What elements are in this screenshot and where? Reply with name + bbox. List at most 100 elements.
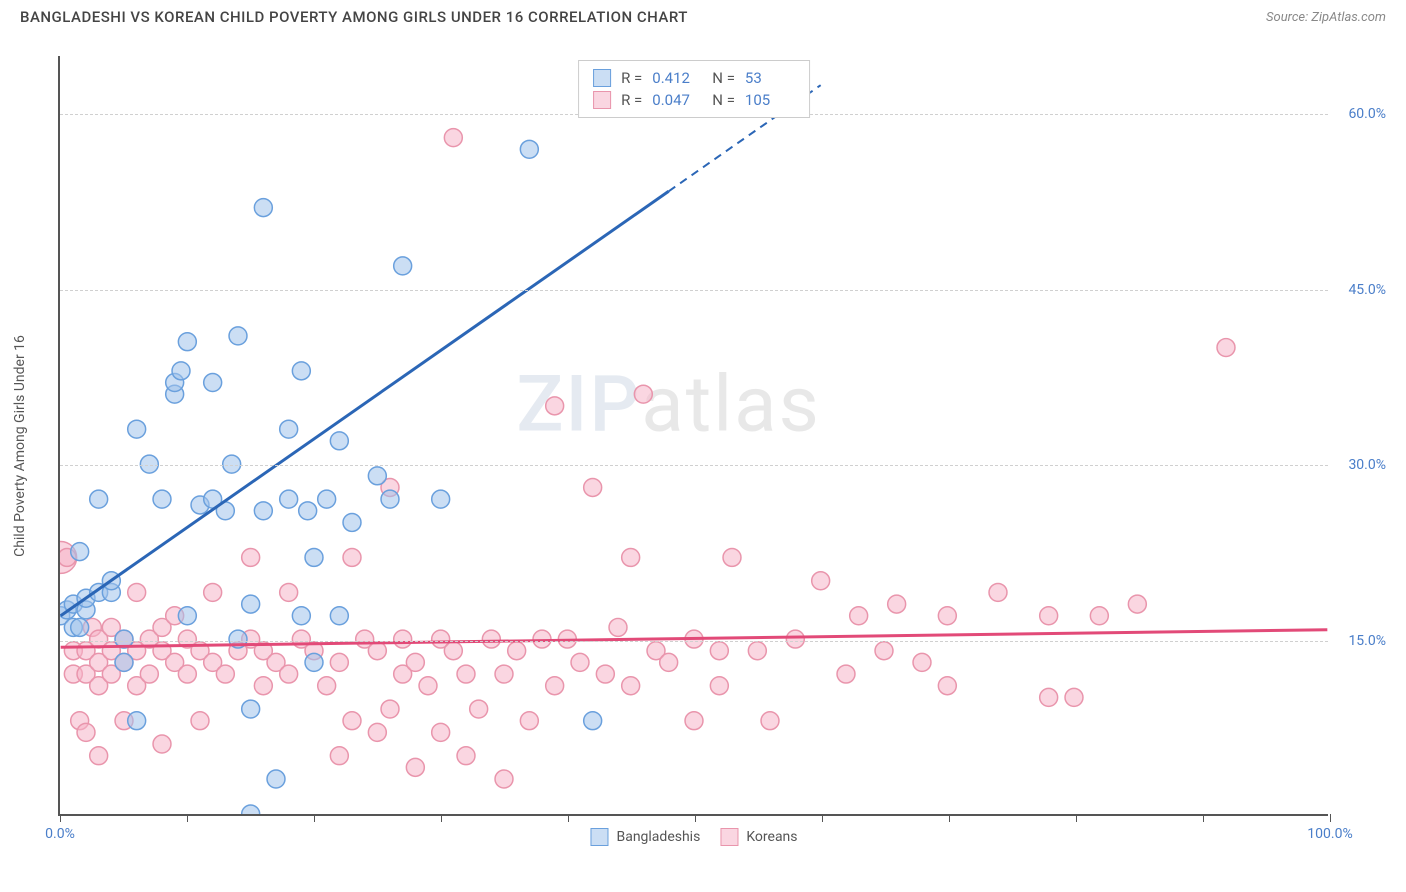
chart-container: Child Poverty Among Girls Under 16 R = 0… <box>50 38 1390 838</box>
scatter-point <box>318 490 336 508</box>
scatter-point <box>520 140 538 158</box>
scatter-point <box>508 642 526 660</box>
scatter-point <box>229 630 247 648</box>
scatter-point <box>140 665 158 683</box>
scatter-point <box>1040 688 1058 706</box>
scatter-point <box>634 385 652 403</box>
scatter-point <box>229 327 247 345</box>
scatter-point <box>292 630 310 648</box>
scatter-point <box>102 583 120 601</box>
scatter-point <box>90 747 108 765</box>
scatter-point <box>292 362 310 380</box>
scatter-point <box>153 618 171 636</box>
scatter-point <box>115 630 133 648</box>
scatter-point <box>267 770 285 788</box>
scatter-point <box>748 642 766 660</box>
scatter-point <box>343 513 361 531</box>
scatter-point <box>571 653 589 671</box>
scatter-point <box>77 723 95 741</box>
scatter-point <box>90 653 108 671</box>
y-axis-label: Child Poverty Among Girls Under 16 <box>12 335 28 557</box>
scatter-point <box>432 630 450 648</box>
scatter-point <box>64 618 82 636</box>
scatter-point <box>368 642 386 660</box>
scatter-point <box>71 712 89 730</box>
scatter-point <box>343 712 361 730</box>
watermark-zip: ZIP <box>516 359 641 450</box>
scatter-point <box>128 642 146 660</box>
y-tick-label: 45.0% <box>1348 282 1386 298</box>
x-tick <box>187 814 188 822</box>
y-tick-label: 15.0% <box>1348 633 1386 649</box>
scatter-point <box>77 589 95 607</box>
scatter-point <box>470 700 488 718</box>
scatter-point <box>60 607 70 625</box>
scatter-point <box>330 653 348 671</box>
scatter-point <box>242 595 260 613</box>
scatter-point <box>457 665 475 683</box>
scatter-point <box>457 747 475 765</box>
scatter-point <box>292 607 310 625</box>
scatter-point <box>305 653 323 671</box>
scatter-point <box>368 467 386 485</box>
legend-item-bangladeshis: Bangladeshis <box>590 828 700 846</box>
legend-swatch-blue <box>590 828 608 846</box>
gridline <box>60 290 1328 291</box>
scatter-point <box>330 432 348 450</box>
x-tick <box>1203 814 1204 822</box>
scatter-point <box>254 677 272 695</box>
scatter-point <box>381 700 399 718</box>
plot-area: R = 0.412 N = 53 R = 0.047 N = 105 ZIPat… <box>58 56 1328 816</box>
x-tick <box>695 814 696 822</box>
scatter-point <box>584 712 602 730</box>
scatter-point <box>115 712 133 730</box>
scatter-point <box>1065 688 1083 706</box>
scatter-svg <box>60 56 1328 814</box>
scatter-point <box>204 653 222 671</box>
scatter-point <box>153 642 171 660</box>
scatter-point <box>242 700 260 718</box>
scatter-point <box>710 677 728 695</box>
legend-label-bangladeshis: Bangladeshis <box>616 829 700 845</box>
scatter-point <box>710 642 728 660</box>
scatter-point <box>83 618 101 636</box>
scatter-point <box>495 665 513 683</box>
watermark-atlas: atlas <box>641 359 821 450</box>
legend-r-value-koreans: 0.047 <box>652 91 702 109</box>
legend-row-bangladeshis: R = 0.412 N = 53 <box>593 67 795 89</box>
scatter-point <box>343 548 361 566</box>
scatter-point <box>444 642 462 660</box>
scatter-point <box>140 630 158 648</box>
scatter-point <box>330 607 348 625</box>
scatter-point <box>406 758 424 776</box>
scatter-point <box>204 374 222 392</box>
legend-n-label: N = <box>712 91 735 109</box>
scatter-point <box>622 548 640 566</box>
scatter-point <box>647 642 665 660</box>
scatter-point <box>64 595 82 613</box>
scatter-point <box>786 630 804 648</box>
x-tick-label: 0.0% <box>45 826 75 842</box>
scatter-point <box>166 607 184 625</box>
scatter-point <box>875 642 893 660</box>
scatter-point <box>432 723 450 741</box>
scatter-point <box>305 548 323 566</box>
scatter-point <box>128 712 146 730</box>
scatter-point <box>64 665 82 683</box>
scatter-point <box>685 712 703 730</box>
legend-label-koreans: Koreans <box>746 829 797 845</box>
scatter-point <box>242 805 260 814</box>
trend-line <box>61 191 669 615</box>
scatter-point <box>761 712 779 730</box>
x-tick <box>568 814 569 822</box>
x-tick <box>441 814 442 822</box>
scatter-point <box>128 420 146 438</box>
legend-r-label: R = <box>621 69 642 87</box>
x-tick-label: 100.0% <box>1307 826 1352 842</box>
legend-n-value-koreans: 105 <box>745 91 795 109</box>
scatter-point <box>394 665 412 683</box>
legend-swatch-pink <box>720 828 738 846</box>
x-tick <box>1330 814 1331 822</box>
legend-item-koreans: Koreans <box>720 828 797 846</box>
scatter-point <box>140 455 158 473</box>
